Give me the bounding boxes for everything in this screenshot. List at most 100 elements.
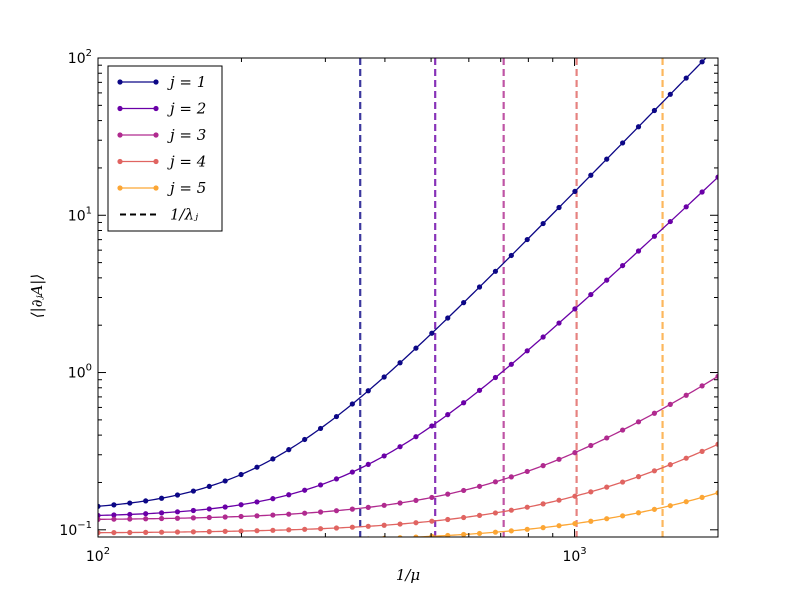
series-5-point: [476, 530, 483, 537]
series-4-point: [524, 504, 530, 510]
series-4-point: [302, 526, 308, 532]
series-3-point: [604, 435, 610, 441]
series-5-point: [699, 494, 705, 500]
series-1-point: [492, 268, 499, 274]
series-3-point: [572, 450, 578, 456]
series-2-point: [635, 248, 642, 254]
legend-swatch-marker: [153, 132, 159, 138]
series-5-point: [715, 490, 718, 496]
series-2-point: [683, 204, 689, 210]
series-4-point: [476, 512, 483, 518]
series-5-point: [620, 513, 626, 519]
series-3-point: [476, 483, 483, 489]
series-5-point: [445, 532, 451, 537]
series-2-point: [317, 482, 324, 488]
series-4-point: [158, 529, 165, 535]
series-5-point: [524, 526, 530, 532]
series-3-point: [174, 515, 181, 521]
series-4-point: [604, 484, 610, 490]
series-3-point: [397, 500, 403, 506]
series-3-point: [413, 497, 419, 504]
series-4-point: [508, 507, 514, 513]
series-1-point: [397, 360, 403, 366]
series-4-point: [190, 529, 196, 535]
series-1-point: [333, 413, 340, 420]
legend-label-2: j = 2: [167, 100, 206, 118]
series-1-point: [461, 300, 467, 306]
series-2-point: [98, 512, 101, 519]
series-3-point: [365, 504, 371, 510]
series-3-point: [588, 442, 594, 449]
series-1-point: [143, 498, 149, 504]
series-1-point: [715, 43, 720, 48]
legend-swatch-marker: [153, 158, 159, 165]
series-1-point: [445, 315, 451, 321]
series-3-point: [190, 515, 196, 521]
series-1-point: [699, 59, 705, 65]
legend: j = 1 j = 2 j = 3 j = 4 j = 5 1/λⱼ: [107, 65, 223, 232]
series-2-point: [715, 174, 718, 180]
series-1-point: [667, 91, 673, 97]
series-3-point: [286, 511, 292, 517]
x-tick-label-exponent: 2: [104, 546, 110, 557]
series-4-point: [572, 493, 578, 499]
series-3-point: [540, 463, 546, 469]
series-2-point: [572, 306, 578, 312]
series-4-point: [286, 527, 292, 533]
series-3-point: [651, 410, 658, 416]
series-1-point: [572, 188, 578, 194]
series-5-point: [508, 528, 514, 534]
series-2-point: [127, 511, 133, 518]
series-1-point: [270, 456, 276, 462]
series-5-point: [683, 499, 689, 505]
y-tick-label-base: 10: [68, 51, 86, 67]
series-2-point: [270, 496, 276, 502]
series-3-point: [381, 502, 387, 508]
series-2-point: [365, 461, 371, 468]
series-1-point: [206, 483, 212, 490]
series-1-point: [508, 252, 514, 259]
series-2-point: [397, 444, 403, 450]
y-tick-label-exponent: 0: [86, 363, 92, 374]
series-5-point: [95, 540, 100, 545]
series-3-point: [111, 516, 117, 522]
series-4-point: [206, 529, 212, 535]
series-1-point: [635, 124, 642, 130]
y-tick-label-exponent: 2: [86, 48, 92, 59]
series-4-point: [98, 530, 101, 536]
y-tick-label-base: 10: [68, 208, 86, 224]
series-4-point: [365, 523, 371, 529]
series-1-point: [302, 436, 308, 443]
series-5-point: [127, 539, 132, 544]
series-4-point: [397, 521, 403, 527]
series-2-point: [158, 510, 165, 516]
series-1-point: [190, 488, 196, 494]
series-4-point: [635, 474, 642, 480]
series-5-point: [588, 518, 594, 524]
series-4-point: [620, 479, 626, 485]
series-4-point: [238, 528, 244, 534]
series-line-2: [98, 176, 718, 517]
series-4-point: [556, 497, 562, 503]
series-2-point: [143, 511, 149, 517]
series-2-point: [476, 387, 483, 393]
legend-swatch-marker: [117, 79, 123, 85]
series-3-point: [349, 506, 355, 512]
series-4-point: [127, 529, 133, 536]
series-5-point: [318, 537, 323, 542]
series-4-point: [381, 522, 387, 528]
x-tick-label: 103: [562, 546, 586, 565]
series-1-point: [111, 502, 117, 508]
series-1-point: [683, 75, 689, 81]
series-3-point: [317, 509, 324, 515]
y-tick-label-exponent: −1: [77, 520, 92, 531]
x-tick-label: 102: [86, 546, 110, 565]
series-3-point: [683, 392, 689, 398]
series-3-point: [158, 515, 165, 522]
series-1-point: [381, 374, 387, 380]
series-1-point: [349, 401, 355, 407]
series-3-point: [556, 456, 562, 462]
series-line-5: [402, 492, 718, 537]
series-5-point: [397, 535, 403, 537]
y-tick-label-base: 10: [68, 366, 86, 382]
